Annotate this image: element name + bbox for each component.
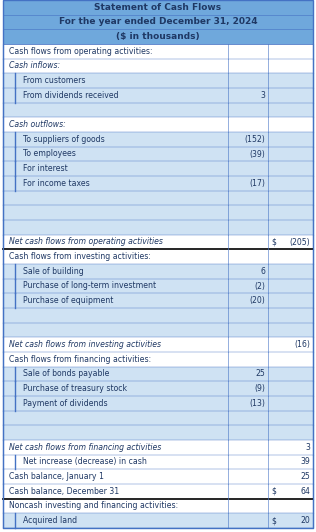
Bar [3, 264, 313, 279]
Bar [3, 323, 313, 337]
Text: 39: 39 [300, 458, 310, 467]
Text: Sale of building: Sale of building [23, 267, 84, 276]
Bar [3, 308, 313, 323]
Text: 25: 25 [300, 472, 310, 481]
Bar [3, 161, 313, 176]
Bar [3, 73, 313, 88]
Bar [3, 293, 313, 308]
Text: (13): (13) [249, 399, 265, 408]
Text: (17): (17) [249, 179, 265, 188]
Bar [3, 205, 313, 220]
Bar [3, 29, 313, 44]
Text: (20): (20) [249, 296, 265, 305]
Text: (2): (2) [254, 281, 265, 290]
Bar [3, 396, 313, 411]
Text: Cash flows from investing activities:: Cash flows from investing activities: [9, 252, 151, 261]
Text: For income taxes: For income taxes [23, 179, 90, 188]
Text: From dividends received: From dividends received [23, 91, 118, 100]
Text: Cash balance, December 31: Cash balance, December 31 [9, 487, 119, 496]
Text: For the year ended December 31, 2024: For the year ended December 31, 2024 [59, 18, 257, 27]
Bar [3, 440, 313, 455]
Text: Purchase of equipment: Purchase of equipment [23, 296, 113, 305]
Text: (152): (152) [244, 135, 265, 144]
Text: Cash inflows:: Cash inflows: [9, 62, 60, 71]
Text: ($ in thousands): ($ in thousands) [116, 32, 200, 41]
Text: Cash flows from financing activities:: Cash flows from financing activities: [9, 355, 151, 364]
Text: 3: 3 [260, 91, 265, 100]
Bar [3, 147, 313, 161]
Text: From customers: From customers [23, 76, 86, 85]
Bar [3, 469, 313, 484]
Text: Purchase of treasury stock: Purchase of treasury stock [23, 384, 127, 393]
Text: Payment of dividends: Payment of dividends [23, 399, 108, 408]
Text: 3: 3 [305, 443, 310, 452]
Text: To employees: To employees [23, 149, 76, 159]
Bar [3, 381, 313, 396]
Text: 25: 25 [255, 370, 265, 378]
Text: Cash outflows:: Cash outflows: [9, 120, 66, 129]
Text: Noncash investing and financing activities:: Noncash investing and financing activiti… [9, 502, 178, 511]
Text: Cash flows from operating activities:: Cash flows from operating activities: [9, 47, 153, 56]
Bar [3, 425, 313, 440]
Bar [3, 367, 313, 381]
Text: $: $ [271, 237, 276, 246]
Bar [3, 337, 313, 352]
Bar [3, 118, 313, 132]
Text: 6: 6 [260, 267, 265, 276]
Text: (205): (205) [289, 237, 310, 246]
Bar [3, 455, 313, 469]
Bar [3, 411, 313, 425]
Bar [3, 220, 313, 235]
Text: (9): (9) [254, 384, 265, 393]
Bar [3, 176, 313, 190]
Text: Sale of bonds payable: Sale of bonds payable [23, 370, 109, 378]
Text: Acquired land: Acquired land [23, 516, 77, 525]
Text: (39): (39) [249, 149, 265, 159]
Text: (16): (16) [294, 340, 310, 349]
Bar [3, 44, 313, 59]
Bar [3, 190, 313, 205]
Text: Statement of Cash Flows: Statement of Cash Flows [94, 3, 222, 12]
Bar [3, 279, 313, 293]
Text: 20: 20 [300, 516, 310, 525]
Text: To suppliers of goods: To suppliers of goods [23, 135, 105, 144]
Text: Cash balance, January 1: Cash balance, January 1 [9, 472, 104, 481]
Text: Net increase (decrease) in cash: Net increase (decrease) in cash [23, 458, 147, 467]
Bar [3, 250, 313, 264]
Text: $: $ [271, 487, 276, 496]
Bar [3, 498, 313, 513]
Bar [3, 88, 313, 103]
Bar [3, 352, 313, 367]
Bar [3, 235, 313, 250]
Bar [3, 103, 313, 118]
Text: $: $ [271, 516, 276, 525]
Text: Net cash flows from investing activities: Net cash flows from investing activities [9, 340, 161, 349]
Text: Net cash flows from operating activities: Net cash flows from operating activities [9, 237, 163, 246]
Bar [3, 132, 313, 147]
Bar [3, 513, 313, 528]
Text: For interest: For interest [23, 164, 68, 173]
Bar [3, 0, 313, 15]
Bar [3, 15, 313, 29]
Text: 64: 64 [300, 487, 310, 496]
Bar [3, 484, 313, 498]
Text: Purchase of long-term investment: Purchase of long-term investment [23, 281, 156, 290]
Bar [3, 59, 313, 73]
Text: Net cash flows from financing activities: Net cash flows from financing activities [9, 443, 161, 452]
